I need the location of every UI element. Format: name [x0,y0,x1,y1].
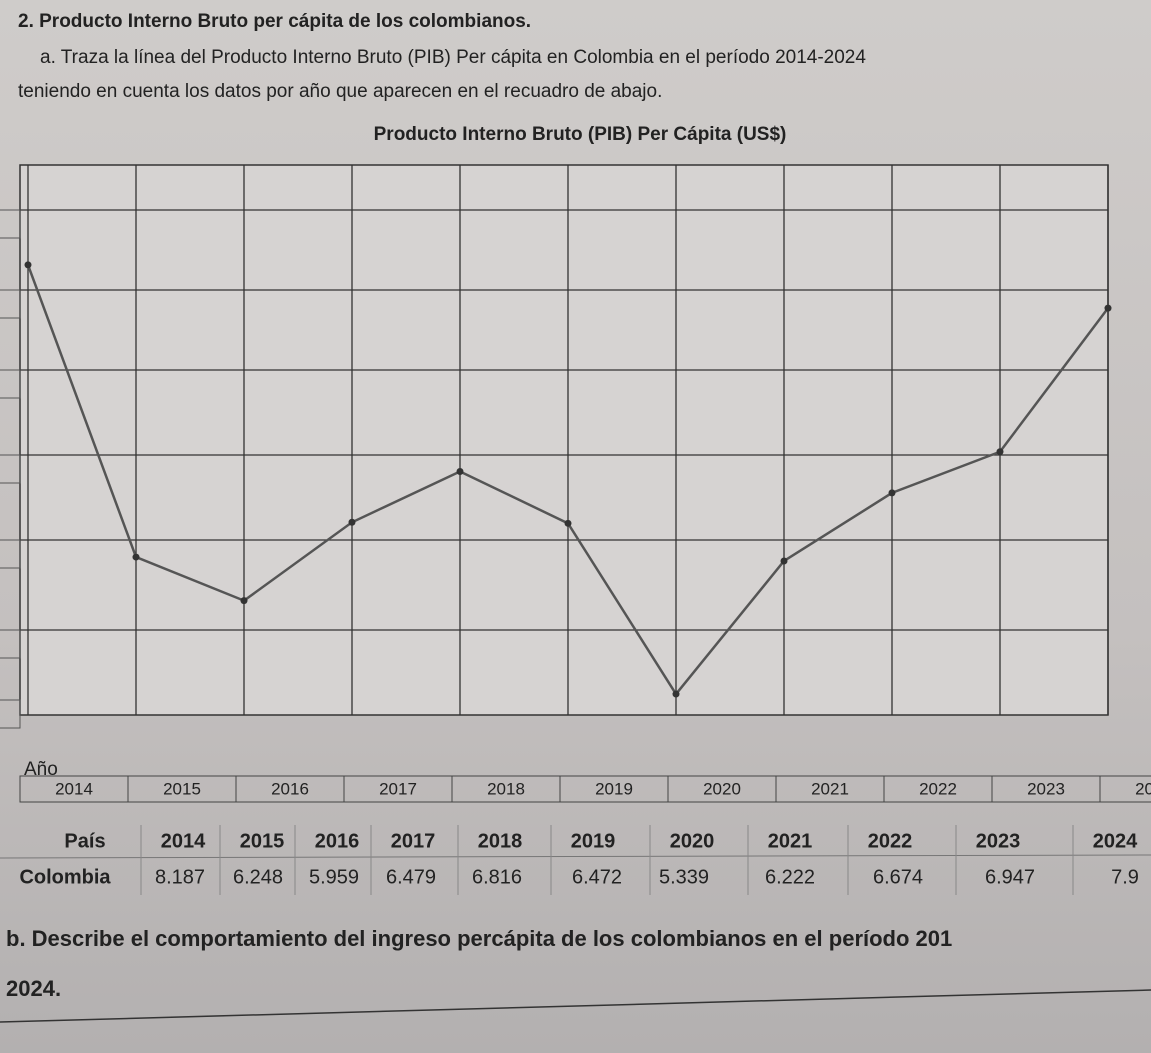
x-tick-label: 2024 [1135,779,1151,798]
instruction: teniendo en cuenta los datos por año que… [18,81,662,102]
data-table: País 2014 2015 2016 2017 2018 2019 2020 2021 2022… [0,825,1151,895]
x-tick-label: 2018 [487,779,525,798]
table-header: 2017 [391,830,436,852]
x-tick-label: 2016 [271,779,309,798]
table-header: 2018 [478,830,523,852]
grid: 2014 2015 2016 2017 2018 2019 2020 2021 2022 2023… [0,164,1151,803]
point [564,519,572,527]
point [240,597,248,605]
margin-tab [0,289,21,319]
margin-tab [0,629,21,659]
point [456,467,464,475]
point [348,518,356,526]
table-cell: 5.339 [659,866,709,888]
x-tick-label: 2022 [919,779,957,798]
answer-line [0,989,1151,1023]
question-title: 2. Producto Interno Bruto per cápita de … [18,11,531,32]
x-axis-label: Año [24,759,58,780]
table-cell: 6.248 [233,866,283,888]
table-header: 2021 [768,830,813,852]
margin-tab [0,369,21,399]
point [996,448,1004,456]
table-cell: 6.816 [472,866,522,888]
table-cell: 5.959 [309,866,359,888]
table-header: País [64,830,105,852]
margin-tab [0,539,21,569]
table-header: 2015 [240,830,285,852]
table-header: 2022 [868,830,913,852]
table-cell: 7.9 [1111,866,1139,888]
table-header: 2019 [571,830,616,852]
point [132,553,140,561]
year-cell [1099,775,1151,803]
table-cell: 6.674 [873,866,923,888]
table-header: 2020 [670,830,715,852]
point [888,489,896,497]
table-cell: 6.947 [985,866,1035,888]
table-rule [0,854,1151,859]
question-b: 2024. [6,976,61,1001]
table-cell: 6.472 [572,866,622,888]
x-tick-label: 2023 [1027,779,1065,798]
x-tick-label: 2020 [703,779,741,798]
x-tick-label: 2017 [379,779,417,798]
point [24,261,32,269]
margin-tab [0,699,21,729]
point [1104,304,1112,312]
instruction: a. Traza la línea del Producto Interno B… [40,47,866,68]
question-b: b. Describe el comportamiento del ingres… [6,926,952,951]
table-cell: 6.222 [765,866,815,888]
chart-title: Producto Interno Bruto (PIB) Per Cápita … [374,124,787,145]
table-cell: 8.187 [155,866,205,888]
x-tick-label: 2021 [811,779,849,798]
x-tick-label: 2014 [55,779,93,798]
x-tick-label: 2015 [163,779,201,798]
table-header: 2016 [315,830,360,852]
table-header: 2023 [976,830,1021,852]
table-header: 2014 [161,830,206,852]
row-header: Colombia [19,866,111,888]
grid-background [19,164,1109,716]
point [780,557,788,565]
table-cell: 6.479 [386,866,436,888]
margin-tab [0,209,21,239]
x-tick-label: 2019 [595,779,633,798]
table-header: 2024 [1093,830,1138,852]
point [672,690,680,698]
margin-tab [0,454,21,484]
